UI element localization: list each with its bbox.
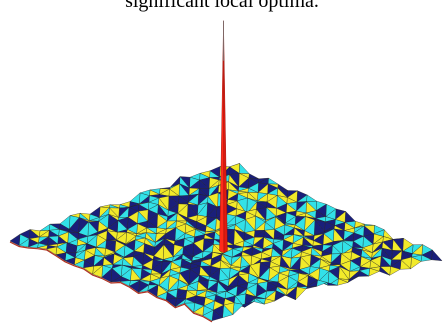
surface-facet: [83, 265, 94, 275]
surface-facet: [431, 249, 443, 262]
surface-facet: [267, 177, 279, 185]
surface-facet: [232, 302, 244, 316]
surface-facet: [165, 297, 177, 308]
global-optimum-peak: [219, 20, 228, 254]
peak-face-right: [223, 20, 228, 254]
surface-facet: [119, 280, 131, 287]
surface-facet: [239, 162, 250, 174]
surface-rim: [9, 241, 213, 323]
surface-mesh: [9, 162, 443, 323]
surface-facet: [101, 267, 113, 283]
surface-facet: [73, 259, 85, 269]
surface-facet: [37, 245, 48, 250]
caption-text: significant local optima.: [125, 0, 319, 12]
surface-facet: [138, 284, 150, 293]
surface-facet: [28, 242, 39, 248]
surface-facet: [175, 298, 186, 307]
surface-facet: [129, 280, 140, 293]
surface-facet: [18, 238, 30, 248]
surface-facet: [156, 291, 168, 300]
surface-facet: [9, 233, 21, 246]
surface-facet: [295, 286, 307, 301]
surface-facet: [305, 286, 317, 290]
surface-facet: [193, 305, 205, 316]
surface-facet: [55, 252, 67, 262]
surface-facet: [147, 284, 159, 297]
surface-facet: [184, 302, 195, 313]
surface-facet: [92, 264, 104, 278]
surface-facet: [46, 246, 58, 256]
surface-facet: [64, 257, 76, 266]
surface-facet: [110, 276, 122, 283]
surface-facet: [344, 210, 356, 223]
surface-facet: [306, 194, 318, 202]
surface-facet: [202, 309, 214, 322]
surface-facet: [39, 223, 51, 232]
